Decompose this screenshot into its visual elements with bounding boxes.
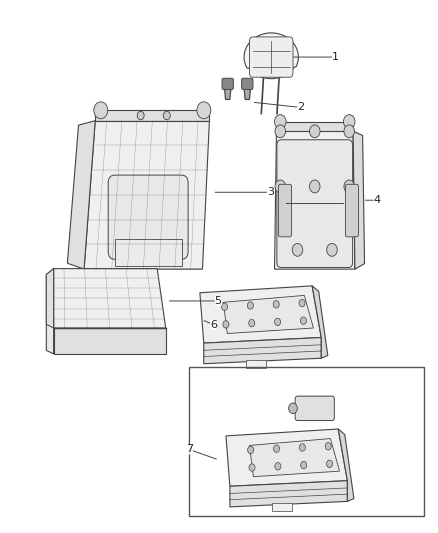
Polygon shape [200, 286, 321, 343]
FancyBboxPatch shape [272, 503, 292, 511]
FancyBboxPatch shape [246, 360, 266, 368]
Circle shape [292, 244, 303, 256]
Circle shape [273, 445, 279, 453]
Polygon shape [244, 85, 251, 100]
Circle shape [344, 180, 354, 193]
Polygon shape [250, 439, 339, 477]
Circle shape [275, 318, 281, 326]
Circle shape [222, 303, 228, 310]
Polygon shape [95, 110, 209, 120]
FancyBboxPatch shape [279, 184, 292, 237]
Circle shape [94, 102, 108, 119]
Circle shape [249, 464, 255, 471]
Polygon shape [338, 429, 354, 502]
FancyBboxPatch shape [277, 140, 353, 268]
Circle shape [300, 317, 307, 325]
Circle shape [273, 301, 279, 308]
Polygon shape [224, 85, 231, 100]
Text: 4: 4 [365, 195, 381, 205]
Circle shape [310, 125, 320, 138]
Polygon shape [46, 269, 53, 328]
Circle shape [325, 442, 331, 450]
Circle shape [275, 115, 286, 128]
Polygon shape [244, 33, 298, 79]
Circle shape [197, 102, 211, 119]
Polygon shape [353, 131, 364, 269]
Circle shape [163, 111, 170, 120]
FancyBboxPatch shape [346, 184, 358, 237]
Polygon shape [53, 269, 166, 328]
Polygon shape [115, 239, 182, 266]
Polygon shape [275, 131, 355, 269]
Circle shape [275, 125, 286, 138]
Text: 1: 1 [293, 52, 339, 62]
Circle shape [299, 300, 305, 307]
Polygon shape [67, 120, 95, 269]
Circle shape [249, 319, 255, 327]
Circle shape [327, 244, 337, 256]
Circle shape [300, 462, 307, 469]
Polygon shape [204, 337, 321, 364]
Polygon shape [53, 328, 166, 354]
Text: 7: 7 [186, 445, 216, 459]
Circle shape [326, 460, 332, 467]
Polygon shape [312, 286, 328, 358]
Circle shape [137, 111, 144, 120]
Polygon shape [230, 481, 347, 507]
FancyBboxPatch shape [222, 78, 233, 90]
Circle shape [344, 125, 354, 138]
Circle shape [247, 302, 254, 309]
Polygon shape [226, 429, 347, 486]
Text: 2: 2 [254, 102, 304, 112]
Circle shape [310, 180, 320, 193]
Text: 6: 6 [204, 320, 217, 330]
Circle shape [289, 403, 297, 414]
FancyBboxPatch shape [250, 37, 293, 77]
Text: 5: 5 [170, 296, 222, 306]
Circle shape [299, 444, 305, 451]
Circle shape [275, 180, 286, 193]
Polygon shape [84, 120, 209, 269]
Text: 3: 3 [215, 187, 274, 197]
Circle shape [343, 115, 355, 128]
Circle shape [223, 321, 229, 328]
Circle shape [247, 446, 254, 454]
Polygon shape [276, 122, 353, 131]
FancyBboxPatch shape [108, 175, 188, 259]
Circle shape [275, 463, 281, 470]
FancyBboxPatch shape [295, 396, 334, 421]
FancyBboxPatch shape [242, 78, 253, 90]
Polygon shape [46, 269, 53, 354]
Polygon shape [223, 295, 314, 334]
